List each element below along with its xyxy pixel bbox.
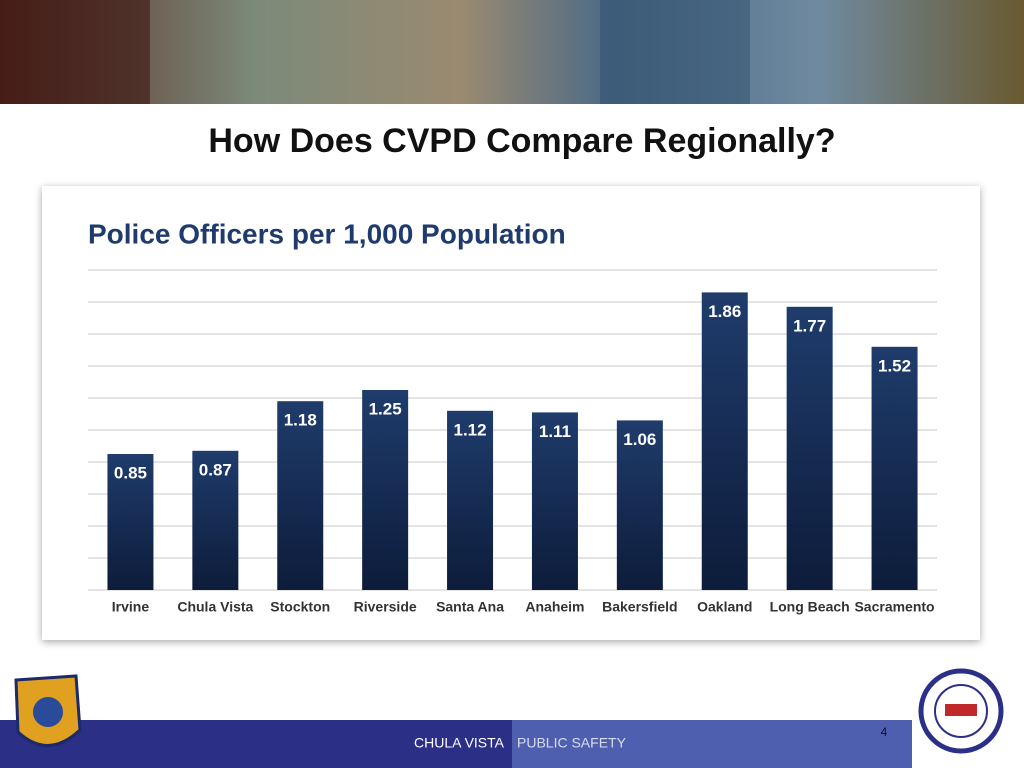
chart-panel — [42, 186, 980, 640]
bar — [616, 420, 663, 590]
footer-text: PUBLIC SAFETY — [517, 735, 627, 751]
x-tick-label: Stockton — [270, 599, 330, 615]
bar — [786, 306, 833, 590]
fire-truck — [945, 704, 977, 716]
value-label: 0.85 — [114, 463, 147, 482]
value-label: 1.18 — [284, 411, 317, 430]
x-tick-label: Santa Ana — [436, 599, 504, 615]
bar — [701, 292, 748, 590]
value-label: 1.06 — [623, 430, 656, 449]
chart-title: Police Officers per 1,000 Population — [88, 218, 566, 249]
value-label: 1.12 — [454, 420, 487, 439]
value-label: 1.11 — [539, 422, 571, 441]
x-tick-label: Oakland — [697, 599, 752, 615]
x-tick-label: Sacramento — [854, 599, 934, 615]
bar — [531, 412, 578, 590]
page-number: 4 — [881, 725, 888, 739]
value-label: 1.77 — [793, 316, 826, 335]
bar — [277, 401, 324, 590]
photo-panel — [600, 0, 750, 104]
bar — [447, 410, 494, 590]
x-tick-label: Bakersfield — [602, 599, 677, 615]
value-label: 1.52 — [878, 356, 911, 375]
footer-text: CHULA VISTA — [414, 735, 505, 751]
x-tick-label: Long Beach — [770, 599, 850, 615]
plot: Irvine 0.85 Chula Vista 0.87 Stockton 1.18 Riv… — [88, 269, 937, 615]
bar — [192, 450, 239, 590]
value-label: 1.25 — [369, 399, 402, 418]
x-tick-label: Chula Vista — [177, 599, 253, 615]
value-label: 1.86 — [708, 302, 741, 321]
x-tick-label: Anaheim — [525, 599, 584, 615]
bar — [871, 346, 918, 590]
footer-bar — [512, 720, 912, 768]
x-tick-label: Irvine — [112, 599, 150, 615]
footer-bar — [0, 720, 512, 768]
value-label: 0.87 — [199, 460, 232, 479]
header-photo — [0, 0, 1024, 104]
slide-title: How Does CVPD Compare Regionally? — [208, 122, 835, 160]
police-badge-emblem — [33, 697, 63, 727]
bar — [362, 390, 409, 590]
photo-panel — [0, 0, 150, 104]
bar — [107, 454, 154, 590]
x-tick-label: Riverside — [354, 599, 417, 615]
